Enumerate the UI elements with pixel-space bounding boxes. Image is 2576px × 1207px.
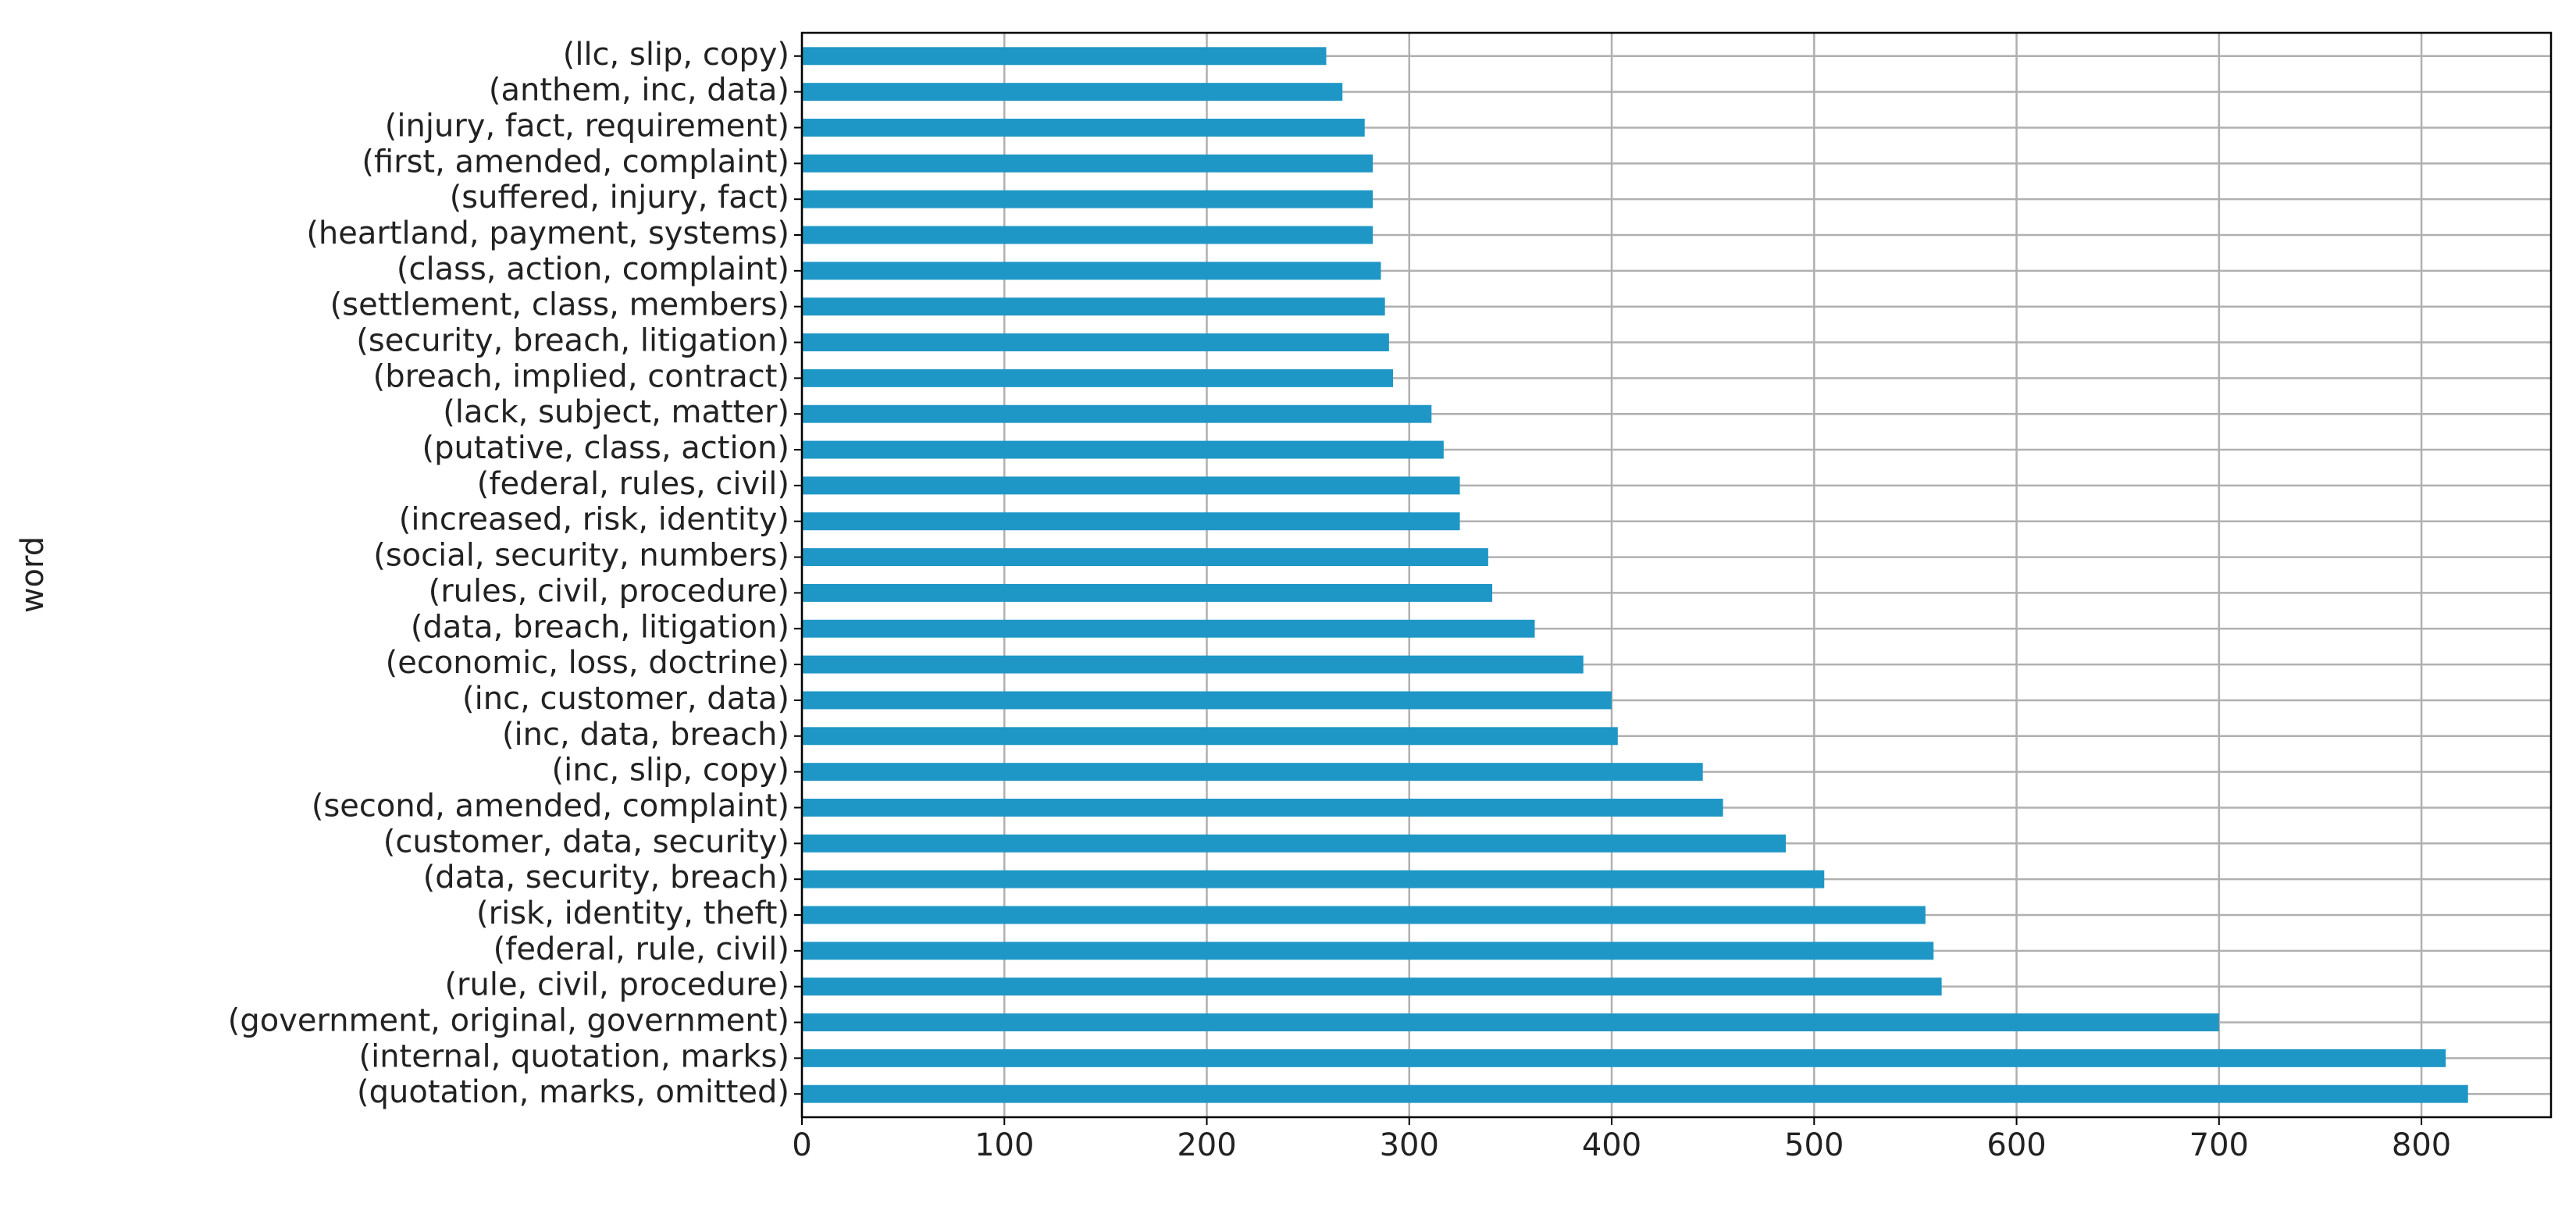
bar — [802, 154, 1374, 173]
x-tick-label: 0 — [792, 1127, 811, 1163]
y-tick-label: (llc, slip, copy) — [563, 37, 789, 73]
y-tick-label: (social, security, numbers) — [373, 538, 789, 574]
y-tick-label: (customer, data, security) — [383, 824, 789, 860]
bar — [802, 369, 1394, 387]
x-tick-label: 600 — [1986, 1127, 2046, 1163]
bar — [802, 619, 1535, 638]
x-tick-label: 100 — [974, 1127, 1034, 1163]
bar — [802, 119, 1365, 137]
bar — [802, 942, 1934, 960]
y-tick-label: (quotation, marks, omitted) — [357, 1074, 789, 1110]
y-tick-label: (inc, customer, data) — [462, 681, 789, 717]
plot-frame — [800, 31, 2553, 1119]
bar — [802, 1049, 2446, 1067]
bar — [802, 655, 1584, 674]
bar — [802, 1013, 2219, 1031]
y-tick-label: (security, breach, litigation) — [356, 323, 789, 359]
y-tick-label: (risk, identity, theft) — [476, 895, 789, 931]
y-tick-label: (internal, quotation, marks) — [358, 1038, 789, 1074]
y-tick-label: (economic, loss, doctrine) — [386, 645, 789, 681]
bar — [802, 727, 1618, 746]
y-tick-label: (anthem, inc, data) — [489, 73, 789, 109]
y-tick-label: (inc, slip, copy) — [551, 753, 789, 789]
bar — [802, 333, 1389, 351]
y-tick-label: (inc, data, breach) — [502, 717, 789, 753]
y-tick-label: (data, breach, litigation) — [411, 609, 789, 645]
x-tick-label: 300 — [1380, 1127, 1439, 1163]
bar — [802, 763, 1703, 782]
bar — [802, 440, 1444, 459]
bar — [802, 583, 1493, 602]
y-tick-label: (second, amended, complaint) — [312, 788, 789, 824]
x-tick-label: 500 — [1784, 1127, 1844, 1163]
bar — [802, 262, 1381, 280]
y-tick-label: (class, action, complaint) — [397, 251, 789, 287]
y-tick-label: (first, amended, complaint) — [362, 144, 789, 180]
bar — [802, 512, 1460, 531]
bar — [802, 1084, 2468, 1103]
y-axis-label: word — [15, 536, 51, 613]
y-tick-label: (settlement, class, members) — [330, 287, 789, 323]
bar — [802, 226, 1374, 244]
bar — [802, 190, 1374, 208]
y-tick-label: (putative, class, action) — [422, 430, 789, 466]
bar — [802, 548, 1488, 567]
y-tick-label: (federal, rule, civil) — [493, 931, 789, 967]
y-tick-label: (federal, rules, civil) — [477, 466, 789, 502]
bar — [802, 799, 1723, 817]
y-tick-label: (suffered, injury, fact) — [450, 180, 789, 215]
bar — [802, 476, 1460, 495]
bar — [802, 977, 1942, 996]
y-tick-label: (rules, civil, procedure) — [429, 573, 789, 609]
y-tick-label: (government, original, government) — [228, 1003, 789, 1039]
bar — [802, 870, 1825, 888]
x-tick-label: 400 — [1582, 1127, 1641, 1163]
y-tick-label: (lack, subject, matter) — [443, 394, 789, 430]
y-tick-label: (rule, civil, procedure) — [444, 967, 789, 1003]
bar — [802, 47, 1327, 66]
bar — [802, 404, 1432, 423]
y-tick-label: (injury, fact, requirement) — [385, 108, 789, 144]
bar — [802, 906, 1926, 924]
y-tick-label: (data, security, breach) — [423, 860, 789, 895]
bar — [802, 691, 1612, 710]
x-tick-label: 700 — [2189, 1127, 2249, 1163]
bar — [802, 83, 1343, 101]
x-tick-label: 200 — [1177, 1127, 1236, 1163]
bar — [802, 297, 1385, 316]
x-tick-label: 800 — [2392, 1127, 2451, 1163]
y-tick-label: (heartland, payment, systems) — [306, 215, 789, 251]
y-tick-label: (breach, implied, contract) — [373, 358, 789, 394]
y-tick-label: (increased, risk, identity) — [399, 502, 789, 538]
bar — [802, 834, 1786, 853]
